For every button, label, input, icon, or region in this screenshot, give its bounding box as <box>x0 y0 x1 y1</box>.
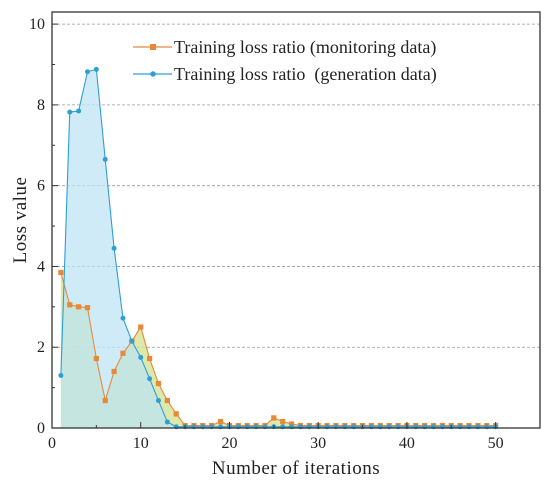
series-markers <box>58 66 499 430</box>
x-tick-label-40: 40 <box>399 435 415 452</box>
legend-marker-0 <box>150 44 156 50</box>
series-0-point-4 <box>93 355 99 362</box>
legend: Training loss ratio (monitoring data) Tra… <box>133 37 437 85</box>
series-1-point-11 <box>155 398 161 404</box>
series-0-point-24 <box>271 415 277 421</box>
series-1-point-3 <box>84 69 90 75</box>
x-tick-label-20: 20 <box>221 435 237 452</box>
legend-label-0: Training loss ratio (monitoring data) <box>174 37 436 58</box>
series-1-point-9 <box>138 354 144 360</box>
series-0-point-3 <box>84 305 91 311</box>
series-1-point-12 <box>164 419 170 425</box>
series-1-point-7 <box>120 315 126 321</box>
series-1-point-6 <box>111 245 117 251</box>
y-tick-label-10: 10 <box>29 16 45 33</box>
legend-marker-1 <box>150 71 156 77</box>
series-0-point-7 <box>120 350 126 356</box>
series-0-point-10 <box>147 355 153 362</box>
y-tick-label-0: 0 <box>37 420 45 437</box>
series-1-point-8 <box>129 338 135 344</box>
series-0-point-1 <box>67 302 73 308</box>
plot-frame <box>51 11 541 429</box>
series-0-point-26 <box>288 421 295 427</box>
y-axis-title: Loss value <box>10 177 31 264</box>
y-tick-label-4: 4 <box>37 258 45 275</box>
y-tick-label-6: 6 <box>37 178 45 195</box>
y-tick-label-2: 2 <box>37 339 45 356</box>
x-tick-label-10: 10 <box>133 435 149 452</box>
series-1-point-10 <box>147 376 153 382</box>
legend-label-1: Training loss ratio (generation data) <box>174 64 437 85</box>
series-0-point-2 <box>76 304 82 310</box>
x-tick-label-30: 30 <box>310 435 326 452</box>
series-1-point-5 <box>102 156 108 162</box>
series-0-point-9 <box>138 324 144 330</box>
series-1-area <box>60 69 496 429</box>
series-areas <box>60 69 496 429</box>
series-0-point-12 <box>164 397 170 404</box>
series-0-point-13 <box>173 411 179 417</box>
series-1-point-4 <box>93 66 99 72</box>
x-tick-label-50: 50 <box>488 435 504 452</box>
y-tick-label-8: 8 <box>37 97 45 114</box>
series-0-point-5 <box>102 397 108 404</box>
x-axis-title: Number of iterations <box>212 458 380 479</box>
series-1-point-0 <box>58 372 64 378</box>
series-0-point-6 <box>111 368 117 375</box>
axis-ticks: 0 10 20 30 40 50 0 2 4 6 8 10 <box>29 16 504 452</box>
series-1-point-2 <box>76 108 82 114</box>
series-0-point-18 <box>217 418 224 425</box>
series-0-point-11 <box>155 380 162 387</box>
series-1-point-1 <box>67 109 73 115</box>
series-0-point-25 <box>280 418 286 425</box>
series-0-point-0 <box>58 269 64 276</box>
x-tick-label-0: 0 <box>48 435 56 452</box>
